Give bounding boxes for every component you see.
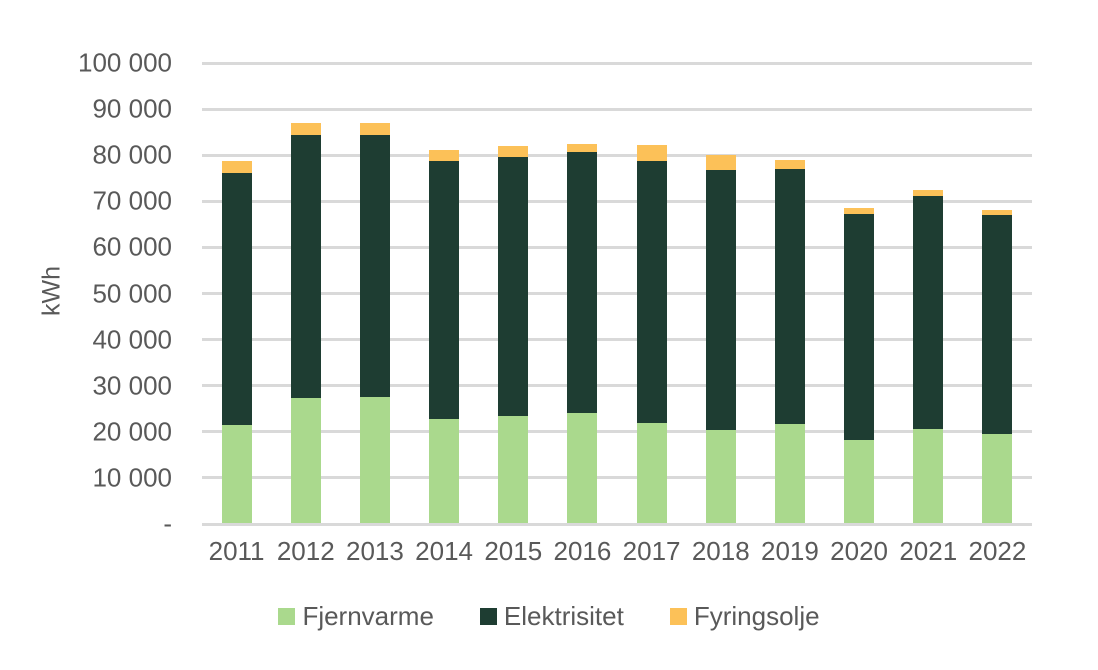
y-axis-tick-label: 20 000	[92, 416, 172, 447]
x-axis: 2011 2012 2013 2014 2015 2016 2017 2018 2019 2020…	[202, 536, 1032, 568]
bar-segment-fjernvarme-2018	[705, 429, 736, 524]
bar-segment-fjernvarme-2019	[774, 423, 805, 524]
bar-segment-fyringsolje-2014	[429, 149, 460, 162]
y-axis-tick-label: 50 000	[92, 278, 172, 308]
bar-segment-fjernvarme-2013	[359, 397, 390, 524]
bar-segment-elektrisitet-2021	[913, 195, 944, 430]
bar-segment-fyringsolje-2021	[913, 190, 944, 196]
y-axis-tick-label: 30 000	[92, 370, 172, 401]
x-axis-tick-label: 2018	[691, 536, 750, 566]
y-axis: - 10 000 20 000 30 000 40 000 50 000 60 000 70 …	[0, 48, 172, 539]
gridline	[202, 430, 1032, 434]
bar-segment-fyringsolje-2018	[705, 154, 736, 170]
bar-segment-elektrisitet-2012	[290, 134, 321, 398]
y-axis-tick-label: 100 000	[78, 47, 172, 78]
bar-segment-elektrisitet-2022	[982, 214, 1013, 435]
bar-segment-fyringsolje-2013	[359, 123, 390, 135]
x-axis-tick-label: 2015	[484, 536, 543, 566]
legend-swatch-icon	[669, 608, 687, 625]
legend-item-fjernvarme: Fjernvarme	[278, 601, 434, 632]
bar-segment-fjernvarme-2017	[636, 423, 667, 524]
bar-segment-fjernvarme-2011	[221, 425, 252, 524]
x-axis-tick-label: 2019	[760, 536, 819, 566]
x-axis-tick-label: 2021	[899, 536, 958, 566]
gridline	[202, 292, 1032, 295]
legend-label: Fjernvarme	[302, 601, 434, 631]
legend-item-fyringsolje: Fyringsolje	[669, 601, 820, 632]
x-axis-tick-label: 2022	[968, 536, 1027, 566]
y-axis-tick-label: 70 000	[92, 185, 172, 216]
bar-segment-elektrisitet-2015	[498, 157, 529, 417]
bar-segment-fyringsolje-2011	[221, 160, 252, 173]
x-axis-tick-label: 2012	[276, 536, 335, 566]
bar-segment-elektrisitet-2011	[221, 172, 252, 426]
plot-area	[202, 61, 1032, 526]
bar-segment-fyringsolje-2012	[290, 122, 321, 135]
bar-segment-fjernvarme-2012	[290, 397, 321, 524]
gridline	[202, 199, 1032, 203]
bar-segment-fjernvarme-2022	[982, 434, 1013, 524]
y-axis-tick-label: 60 000	[92, 231, 172, 262]
bar-segment-fyringsolje-2015	[498, 145, 529, 158]
bar-segment-fjernvarme-2021	[913, 429, 944, 524]
gridline	[202, 338, 1032, 342]
bar-segment-elektrisitet-2018	[705, 169, 736, 430]
legend-item-elektrisitet: Elektrisitet	[479, 601, 624, 632]
bar-segment-fjernvarme-2015	[498, 416, 529, 524]
gridline	[202, 384, 1032, 388]
bar-segment-fjernvarme-2014	[429, 418, 460, 524]
bar-segment-fyringsolje-2017	[636, 145, 667, 161]
gridline	[202, 107, 1032, 111]
y-axis-tick-label: 80 000	[92, 139, 172, 170]
bar-segment-elektrisitet-2019	[774, 169, 805, 424]
bar-segment-fjernvarme-2020	[844, 439, 875, 524]
gridline	[202, 476, 1032, 480]
x-axis-tick-label: 2014	[415, 536, 473, 566]
bar-segment-elektrisitet-2016	[567, 151, 598, 413]
bar-segment-elektrisitet-2020	[844, 213, 875, 440]
bar-segment-elektrisitet-2013	[359, 134, 390, 398]
legend-swatch-icon	[278, 608, 296, 625]
y-axis-tick-label: 40 000	[92, 324, 172, 355]
y-axis-tick-label: 90 000	[92, 93, 172, 124]
bar-segment-fyringsolje-2020	[844, 208, 875, 214]
bar-segment-elektrisitet-2017	[636, 160, 667, 424]
x-axis-tick-label: 2017	[622, 536, 681, 566]
legend-label: Elektrisitet	[503, 601, 624, 631]
legend-label: Fyringsolje	[693, 601, 820, 631]
y-axis-tick-label: 10 000	[92, 462, 172, 493]
gridline	[202, 245, 1032, 249]
legend: Fjernvarme Elektrisitet Fyringsolje	[0, 601, 1098, 632]
bar-segment-elektrisitet-2014	[429, 161, 460, 419]
bar-segment-fyringsolje-2016	[567, 143, 598, 152]
legend-swatch-icon	[479, 608, 497, 625]
x-axis-tick-label: 2013	[345, 536, 404, 566]
y-axis-tick-label: -	[163, 508, 172, 539]
bar-segment-fyringsolje-2019	[774, 159, 805, 170]
gridline	[202, 61, 1032, 65]
gridline	[202, 153, 1032, 157]
x-axis-tick-label: 2016	[553, 536, 612, 566]
x-axis-tick-label: 2011	[208, 536, 265, 566]
x-axis-tick-label: 2020	[830, 536, 888, 566]
bar-segment-fyringsolje-2022	[982, 209, 1013, 215]
x-axis-baseline	[202, 522, 1032, 526]
bar-segment-fjernvarme-2016	[567, 412, 598, 524]
